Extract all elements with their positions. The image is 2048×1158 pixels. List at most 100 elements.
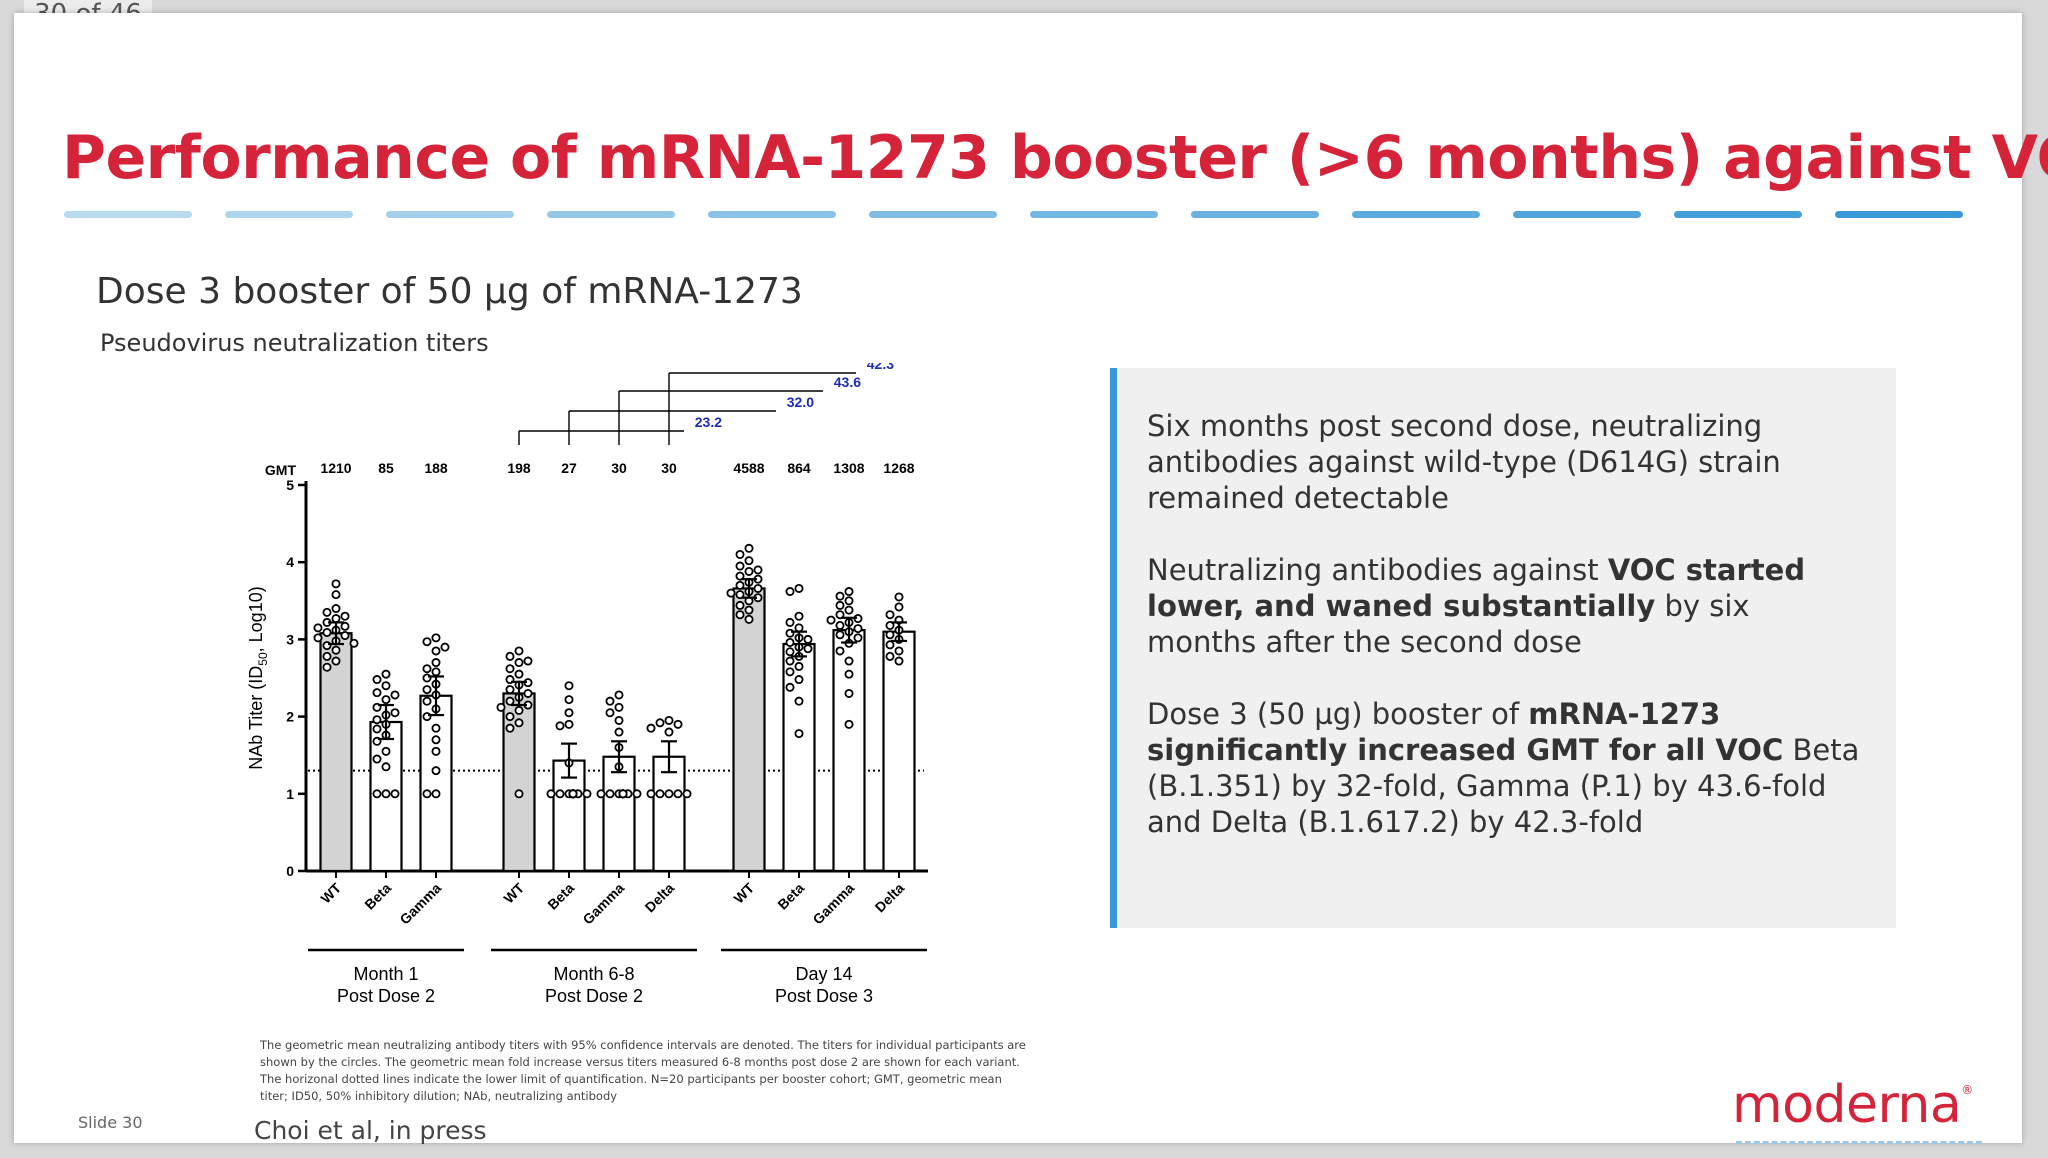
data-point <box>431 746 441 756</box>
data-point <box>844 719 854 729</box>
category-label: Gamma <box>809 880 857 928</box>
data-point <box>505 664 515 674</box>
y-tick-label: 0 <box>286 863 294 879</box>
group-label-line1: Month 6-8 <box>553 964 634 984</box>
divider-dash <box>225 211 353 218</box>
data-point <box>322 662 332 672</box>
data-point <box>673 719 683 729</box>
data-point <box>313 623 323 633</box>
group-label-line1: Day 14 <box>795 964 852 984</box>
data-point <box>313 633 323 643</box>
data-point <box>673 789 683 799</box>
data-point <box>844 669 854 679</box>
gmt-value: 188 <box>424 460 448 476</box>
divider-dash <box>869 211 997 218</box>
data-point <box>785 656 795 666</box>
data-point <box>568 789 578 799</box>
category-label: WT <box>317 879 344 906</box>
data-point <box>372 754 382 764</box>
y-axis-label-suffix: , Log10) <box>246 586 266 652</box>
category-label: Beta <box>544 880 577 913</box>
data-point <box>844 688 854 698</box>
data-point <box>331 656 341 666</box>
data-point <box>564 681 574 691</box>
group-label-line1: Month 1 <box>353 964 418 984</box>
data-point <box>885 651 895 661</box>
data-point <box>372 724 382 734</box>
data-point <box>422 696 432 706</box>
data-point <box>340 611 350 621</box>
data-point <box>322 607 332 617</box>
data-point <box>514 705 524 715</box>
info-point-3-text-c: Beta (B.1.351) by 32-fold, Gamma (P.1) b… <box>1147 733 1860 839</box>
y-tick-label: 2 <box>286 709 294 725</box>
category-label: Beta <box>361 880 394 913</box>
data-point <box>422 789 432 799</box>
data-point <box>735 571 745 581</box>
data-point <box>844 605 854 615</box>
data-point <box>431 723 441 733</box>
slide-title: Performance of mRNA-1273 booster (>6 mon… <box>62 123 2048 193</box>
data-point <box>514 658 524 668</box>
data-point <box>514 718 524 728</box>
data-point <box>390 690 400 700</box>
gmt-value: 1308 <box>833 460 864 476</box>
data-point <box>514 669 524 679</box>
bar-6 <box>652 755 686 873</box>
data-point <box>632 789 642 799</box>
fold-increase-label: 43.6 <box>834 374 861 390</box>
data-point <box>794 583 804 593</box>
data-point <box>803 634 813 644</box>
data-point <box>431 658 441 668</box>
data-point <box>431 667 441 677</box>
data-point <box>564 695 574 705</box>
data-point <box>505 696 515 706</box>
data-point <box>605 696 615 706</box>
data-point <box>885 610 895 620</box>
data-point <box>605 789 615 799</box>
data-point <box>794 623 804 633</box>
data-point <box>794 729 804 739</box>
data-point <box>381 669 391 679</box>
bar-2 <box>419 694 453 873</box>
divider-dash <box>64 211 192 218</box>
data-point <box>664 789 674 799</box>
logo-registered-mark: ® <box>1961 1083 1973 1097</box>
bar-9 <box>832 629 866 873</box>
data-point <box>835 621 845 631</box>
gmt-value: 85 <box>378 460 394 476</box>
chart-subtitle: Dose 3 booster of 50 µg of mRNA-1273 <box>96 271 803 312</box>
data-point <box>646 723 656 733</box>
moderna-logo: moderna® <box>1732 1075 1973 1135</box>
category-label: Delta <box>642 880 678 916</box>
data-point <box>331 604 341 614</box>
data-point <box>785 682 795 692</box>
data-point <box>835 610 845 620</box>
data-point <box>785 637 795 647</box>
divider-dash <box>1191 211 1319 218</box>
gmt-value: 30 <box>661 460 677 476</box>
data-point <box>582 789 592 799</box>
gmt-value: 30 <box>611 460 627 476</box>
data-point <box>794 611 804 621</box>
data-point <box>322 627 332 637</box>
info-point-3: Dose 3 (50 µg) booster of mRNA-1273 sign… <box>1147 696 1866 840</box>
bar-5 <box>602 755 636 873</box>
data-point <box>835 591 845 601</box>
data-point <box>894 592 904 602</box>
data-point <box>785 647 795 657</box>
category-label: WT <box>730 879 757 906</box>
data-point <box>744 566 754 576</box>
data-point <box>744 556 754 566</box>
data-point <box>372 789 382 799</box>
info-point-2-text-c: by six months after the second dose <box>1147 589 1750 659</box>
data-point <box>655 789 665 799</box>
data-point <box>614 690 624 700</box>
data-point <box>744 543 754 553</box>
citation: Choi et al, in press <box>254 1116 487 1145</box>
category-label: Beta <box>774 880 807 913</box>
category-label: Gamma <box>579 880 627 928</box>
slide: Performance of mRNA-1273 booster (>6 mon… <box>14 13 2048 1145</box>
info-point-2-bold: VOC started lower, and waned substantial… <box>1147 553 1806 623</box>
titer-chart: 0 1 2 3 4 5 NAb Titer (ID50, Log10) GMT WT 1210 Be… <box>246 363 928 1006</box>
